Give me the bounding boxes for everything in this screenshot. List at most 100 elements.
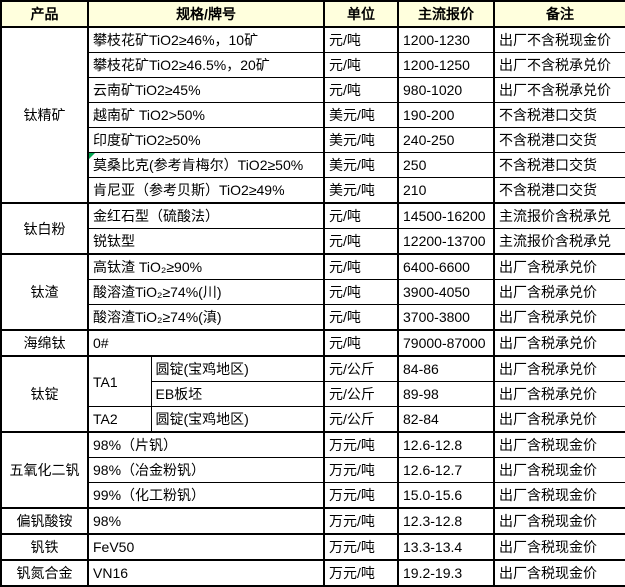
price-cell: 89-98 [397,381,495,407]
header-spec: 规格/牌号 [86,0,325,28]
price-cell: 12.6-12.8 [397,431,495,458]
unit-cell: 元/吨 [323,304,399,331]
spec-cell: 98%（冶金粉钒） [86,457,325,483]
unit-cell: 元/吨 [323,228,399,255]
note-cell: 出厂含税现金价 [493,507,625,535]
unit-cell: 元/吨 [323,279,399,305]
note-cell: 出厂含税现金价 [493,457,625,483]
unit-cell: 万元/吨 [323,533,399,561]
note-cell: 出厂含税现金价 [493,431,625,458]
unit-cell: 万元/吨 [323,507,399,535]
table-row: 攀枝花矿TiO2≥46.5%，20矿 元/吨 1200-1250 出厂不含税承兑… [1,52,625,78]
unit-cell: 元/公斤 [323,406,399,433]
spec-cell: 圆锭(宝鸡地区) [150,355,325,382]
product-cell: 钛渣 [0,253,89,331]
spec-cell: 锐钛型 [86,228,325,255]
unit-cell: 美元/吨 [323,102,399,128]
comment-indicator-icon [90,153,95,159]
table-row: 钛白粉 金红石型（硫酸法） 元/吨 14500-16200 主流报价含税承兑 [0,202,625,255]
price-cell: 3700-3800 [397,304,495,331]
unit-cell: 万元/吨 [323,457,399,483]
note-cell: 出厂含税承兑价 [493,279,625,305]
note-cell: 不含税港口交货 [493,102,625,128]
product-cell: 钛锭 [0,355,89,433]
note-cell: 出厂含税现金价 [493,482,625,509]
note-cell: 不含税港口交货 [493,127,625,153]
product-cell: 偏钒酸铵 [0,507,89,535]
note-cell: 出厂不含税承兑价 [493,77,625,103]
table-row: 99%（化工粉钒） 万元/吨 15.0-15.6 出厂含税现金价 [1,482,625,509]
product-cell: 钒氮合金 [0,559,89,587]
note-cell: 出厂含税承兑价 [493,304,625,331]
note-cell: 出厂不含税现金价 [493,26,625,53]
spec-cell: 云南矿TiO2≥45% [86,77,325,103]
note-cell: 出厂含税现金价 [493,533,625,561]
unit-cell: 万元/吨 [323,559,399,587]
table-row: 钛锭 TA1 圆锭(宝鸡地区) 元/公斤 84-86 出厂含税承兑价 [0,355,625,433]
unit-cell: 美元/吨 [323,152,399,178]
product-cell: 钛精矿 [0,26,89,204]
unit-cell: 元/吨 [323,253,399,280]
note-cell: 主流报价含税承兑 [493,228,625,255]
spec-cell: 圆锭(宝鸡地区) [150,406,325,433]
table-row: EB板坯 元/公斤 89-98 出厂含税承兑价 [1,381,625,407]
table-row: 98%（冶金粉钒） 万元/吨 12.6-12.7 出厂含税现金价 [1,457,625,483]
spec-cell: 印度矿TiO2≥50% [86,127,325,153]
table-row: 云南矿TiO2≥45% 元/吨 980-1020 出厂不含税承兑价 [1,77,625,103]
spec-text: 莫桑比克(参考肯梅尔）TiO2≥50% [93,157,304,173]
note-cell: 出厂含税承兑价 [493,406,625,433]
grade-cell: TA1 [87,355,152,407]
unit-cell: 元/吨 [323,329,399,357]
unit-cell: 美元/吨 [323,127,399,153]
note-cell: 出厂不含税承兑价 [493,52,625,78]
price-cell: 79000-87000 [397,329,495,357]
spec-cell: 莫桑比克(参考肯梅尔）TiO2≥50% [86,152,325,178]
price-cell: 12.6-12.7 [397,457,495,483]
product-cell: 五氧化二钒 [0,431,89,509]
unit-cell: 元/吨 [323,77,399,103]
price-cell: 1200-1230 [397,26,495,53]
table-row: 钒氮合金 VN16 万元/吨 19.2-19.3 出厂含税现金价 [0,559,625,587]
price-cell: 84-86 [397,355,495,382]
note-cell: 出厂含税承兑价 [493,329,625,357]
unit-cell: 元/公斤 [323,355,399,382]
price-cell: 19.2-19.3 [397,559,495,587]
spec-cell: 金红石型（硫酸法） [86,202,325,229]
spec-cell: FeV50 [86,533,325,561]
unit-cell: 元/吨 [323,52,399,78]
price-cell: 240-250 [397,127,495,153]
unit-cell: 元/吨 [323,26,399,53]
table-row: 酸溶渣TiO₂≥74%(滇) 元/吨 3700-3800 出厂含税承兑价 [1,304,625,331]
price-cell: 82-84 [397,406,495,433]
table-row: 锐钛型 元/吨 12200-13700 主流报价含税承兑 [1,228,625,255]
product-cell: 钒铁 [0,533,89,561]
header-note: 备注 [493,0,625,28]
table-row: 海绵钛 0# 元/吨 79000-87000 出厂含税承兑价 [0,329,625,357]
table-row: 酸溶渣TiO₂≥74%(川) 元/吨 3900-4050 出厂含税承兑价 [1,279,625,305]
price-cell: 3900-4050 [397,279,495,305]
spec-cell: 酸溶渣TiO₂≥74%(川) [86,279,325,305]
spec-cell: 肯尼亚（参考贝斯）TiO2≥49% [86,177,325,204]
price-cell: 13.3-13.4 [397,533,495,561]
spec-cell: 攀枝花矿TiO2≥46.5%，20矿 [86,52,325,78]
table-row: TA2 圆锭(宝鸡地区) 元/公斤 82-84 出厂含税承兑价 [1,406,625,433]
header-unit: 单位 [323,0,399,28]
unit-cell: 元/公斤 [323,381,399,407]
unit-cell: 万元/吨 [323,431,399,458]
product-cell: 海绵钛 [0,329,89,357]
table-row: 钛渣 高钛渣 TiO₂≥90% 元/吨 6400-6600 出厂含税承兑价 [0,253,625,331]
price-cell: 1200-1250 [397,52,495,78]
price-cell: 210 [397,177,495,204]
price-cell: 190-200 [397,102,495,128]
price-cell: 12.3-12.8 [397,507,495,535]
unit-cell: 万元/吨 [323,482,399,509]
header-row: 产品 规格/牌号 单位 主流报价 备注 [0,0,625,28]
spec-cell: 98% [86,507,325,535]
price-cell: 14500-16200 [397,202,495,229]
header-price: 主流报价 [397,0,495,28]
table-row: 钛精矿 攀枝花矿TiO2≥46%，10矿 元/吨 1200-1230 出厂不含税… [0,26,625,204]
note-cell: 出厂含税承兑价 [493,253,625,280]
price-cell: 250 [397,152,495,178]
spec-cell: 98%（片钒） [86,431,325,458]
